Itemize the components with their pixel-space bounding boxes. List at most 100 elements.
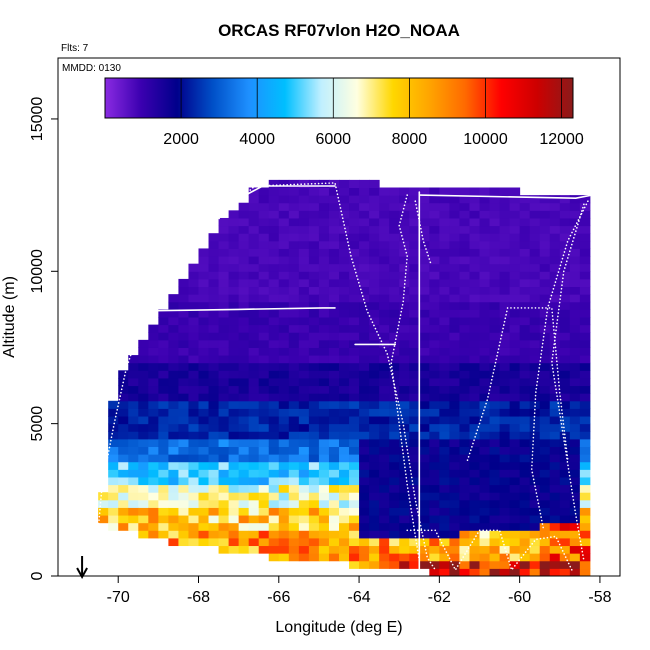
heatmap-cell [238,476,250,486]
heatmap-cell [278,263,290,272]
heatmap-cell [459,454,470,463]
heatmap-cell [499,377,511,387]
heatmap-cell [188,522,199,531]
heatmap-cell [268,438,280,447]
heatmap-cell [248,492,260,501]
heatmap-cell [439,385,450,394]
heatmap-cell [339,476,350,486]
heatmap-cell [529,377,541,387]
heatmap-cell [529,560,541,569]
x-axis: -70 -68 -66 -64 -62 -60 -58 [107,576,612,606]
heatmap-cell [298,347,310,356]
heatmap-cell [359,408,370,417]
heatmap-cell [409,499,420,508]
heatmap-cell [499,347,511,356]
heatmap-cell [379,195,390,204]
heatmap-cell [399,317,410,326]
heatmap-cell [238,202,250,211]
heatmap-cell [228,400,240,409]
heatmap-cell [298,530,310,539]
heatmap-cell [499,187,511,196]
heatmap-cell [178,370,189,379]
heatmap-cell [248,416,260,425]
heatmap-cell [258,393,270,402]
heatmap-cell [539,294,551,303]
heatmap-cell [559,294,571,303]
heatmap-cell [278,393,290,402]
heatmap-cell [298,408,310,417]
heatmap-cell [569,294,581,303]
heatmap-cell [118,416,129,425]
heatmap-cell [118,492,129,501]
heatmap-cell [339,332,350,341]
heatmap-cell [278,286,290,295]
heatmap-cell [188,530,199,539]
heatmap-cell [509,195,521,204]
heatmap-cell [469,355,480,364]
heatmap-cell [138,522,149,531]
heatmap-cell [559,416,571,425]
heatmap-cell [479,484,491,493]
heatmap-cell [349,339,360,348]
heatmap-cell [228,507,240,516]
heatmap-cell [208,484,220,493]
heatmap-cell [349,423,360,432]
heatmap-cell [379,324,390,333]
heatmap-cell [228,225,240,234]
heatmap-cell [369,385,380,394]
heatmap-cell [529,225,541,234]
heatmap-cell [138,362,149,371]
heatmap-cell [389,324,400,333]
heatmap-cell [138,484,149,493]
heatmap-cell [228,355,240,364]
heatmap-cell [238,454,250,463]
heatmap-cell [369,537,380,547]
heatmap-cell [138,385,149,394]
heatmap-cell [138,461,149,470]
heatmap-cell [469,454,480,463]
heatmap-cell [409,537,420,547]
heatmap-cell [258,446,270,455]
heatmap-cell [459,271,470,280]
heatmap-cell [469,294,480,303]
heatmap-cell [168,515,179,524]
heatmap-cell [519,195,531,204]
heatmap-cell [349,286,360,295]
heatmap-cell [489,568,501,576]
heatmap-cell [198,278,210,288]
heatmap-cell [308,324,320,333]
heatmap-cell [278,301,290,310]
heatmap-cell [258,195,270,204]
heatmap-cell [389,537,400,547]
heatmap-cell [228,476,240,486]
heatmap-cell [278,553,290,562]
heatmap-cell [579,408,591,417]
heatmap-cell [168,393,179,402]
heatmap-cell [359,355,370,364]
heatmap-cell [519,225,531,234]
heatmap-cell [298,286,310,295]
heatmap-cell [248,355,260,364]
heatmap-cell [208,393,220,402]
heatmap-cell [409,400,420,409]
heatmap-cell [228,324,240,333]
heatmap-cell [349,370,360,379]
heatmap-cell [549,537,561,547]
heatmap-cell [178,416,189,425]
heatmap-cell [559,438,571,447]
heatmap-cell [268,507,280,516]
heatmap-cell [489,202,501,211]
heatmap-cell [449,294,460,303]
heatmap-cell [288,545,300,554]
heatmap-cell [549,530,561,539]
heatmap-cell [369,362,380,371]
heatmap-cell [489,499,501,508]
heatmap-cell [489,560,501,569]
heatmap-cell [499,484,511,493]
heatmap-cell [569,286,581,295]
heatmap-cell [308,377,320,387]
heatmap-cell [379,522,390,531]
heatmap-cell [469,530,480,539]
heatmap-cell [529,347,541,356]
heatmap-cell [278,385,290,394]
